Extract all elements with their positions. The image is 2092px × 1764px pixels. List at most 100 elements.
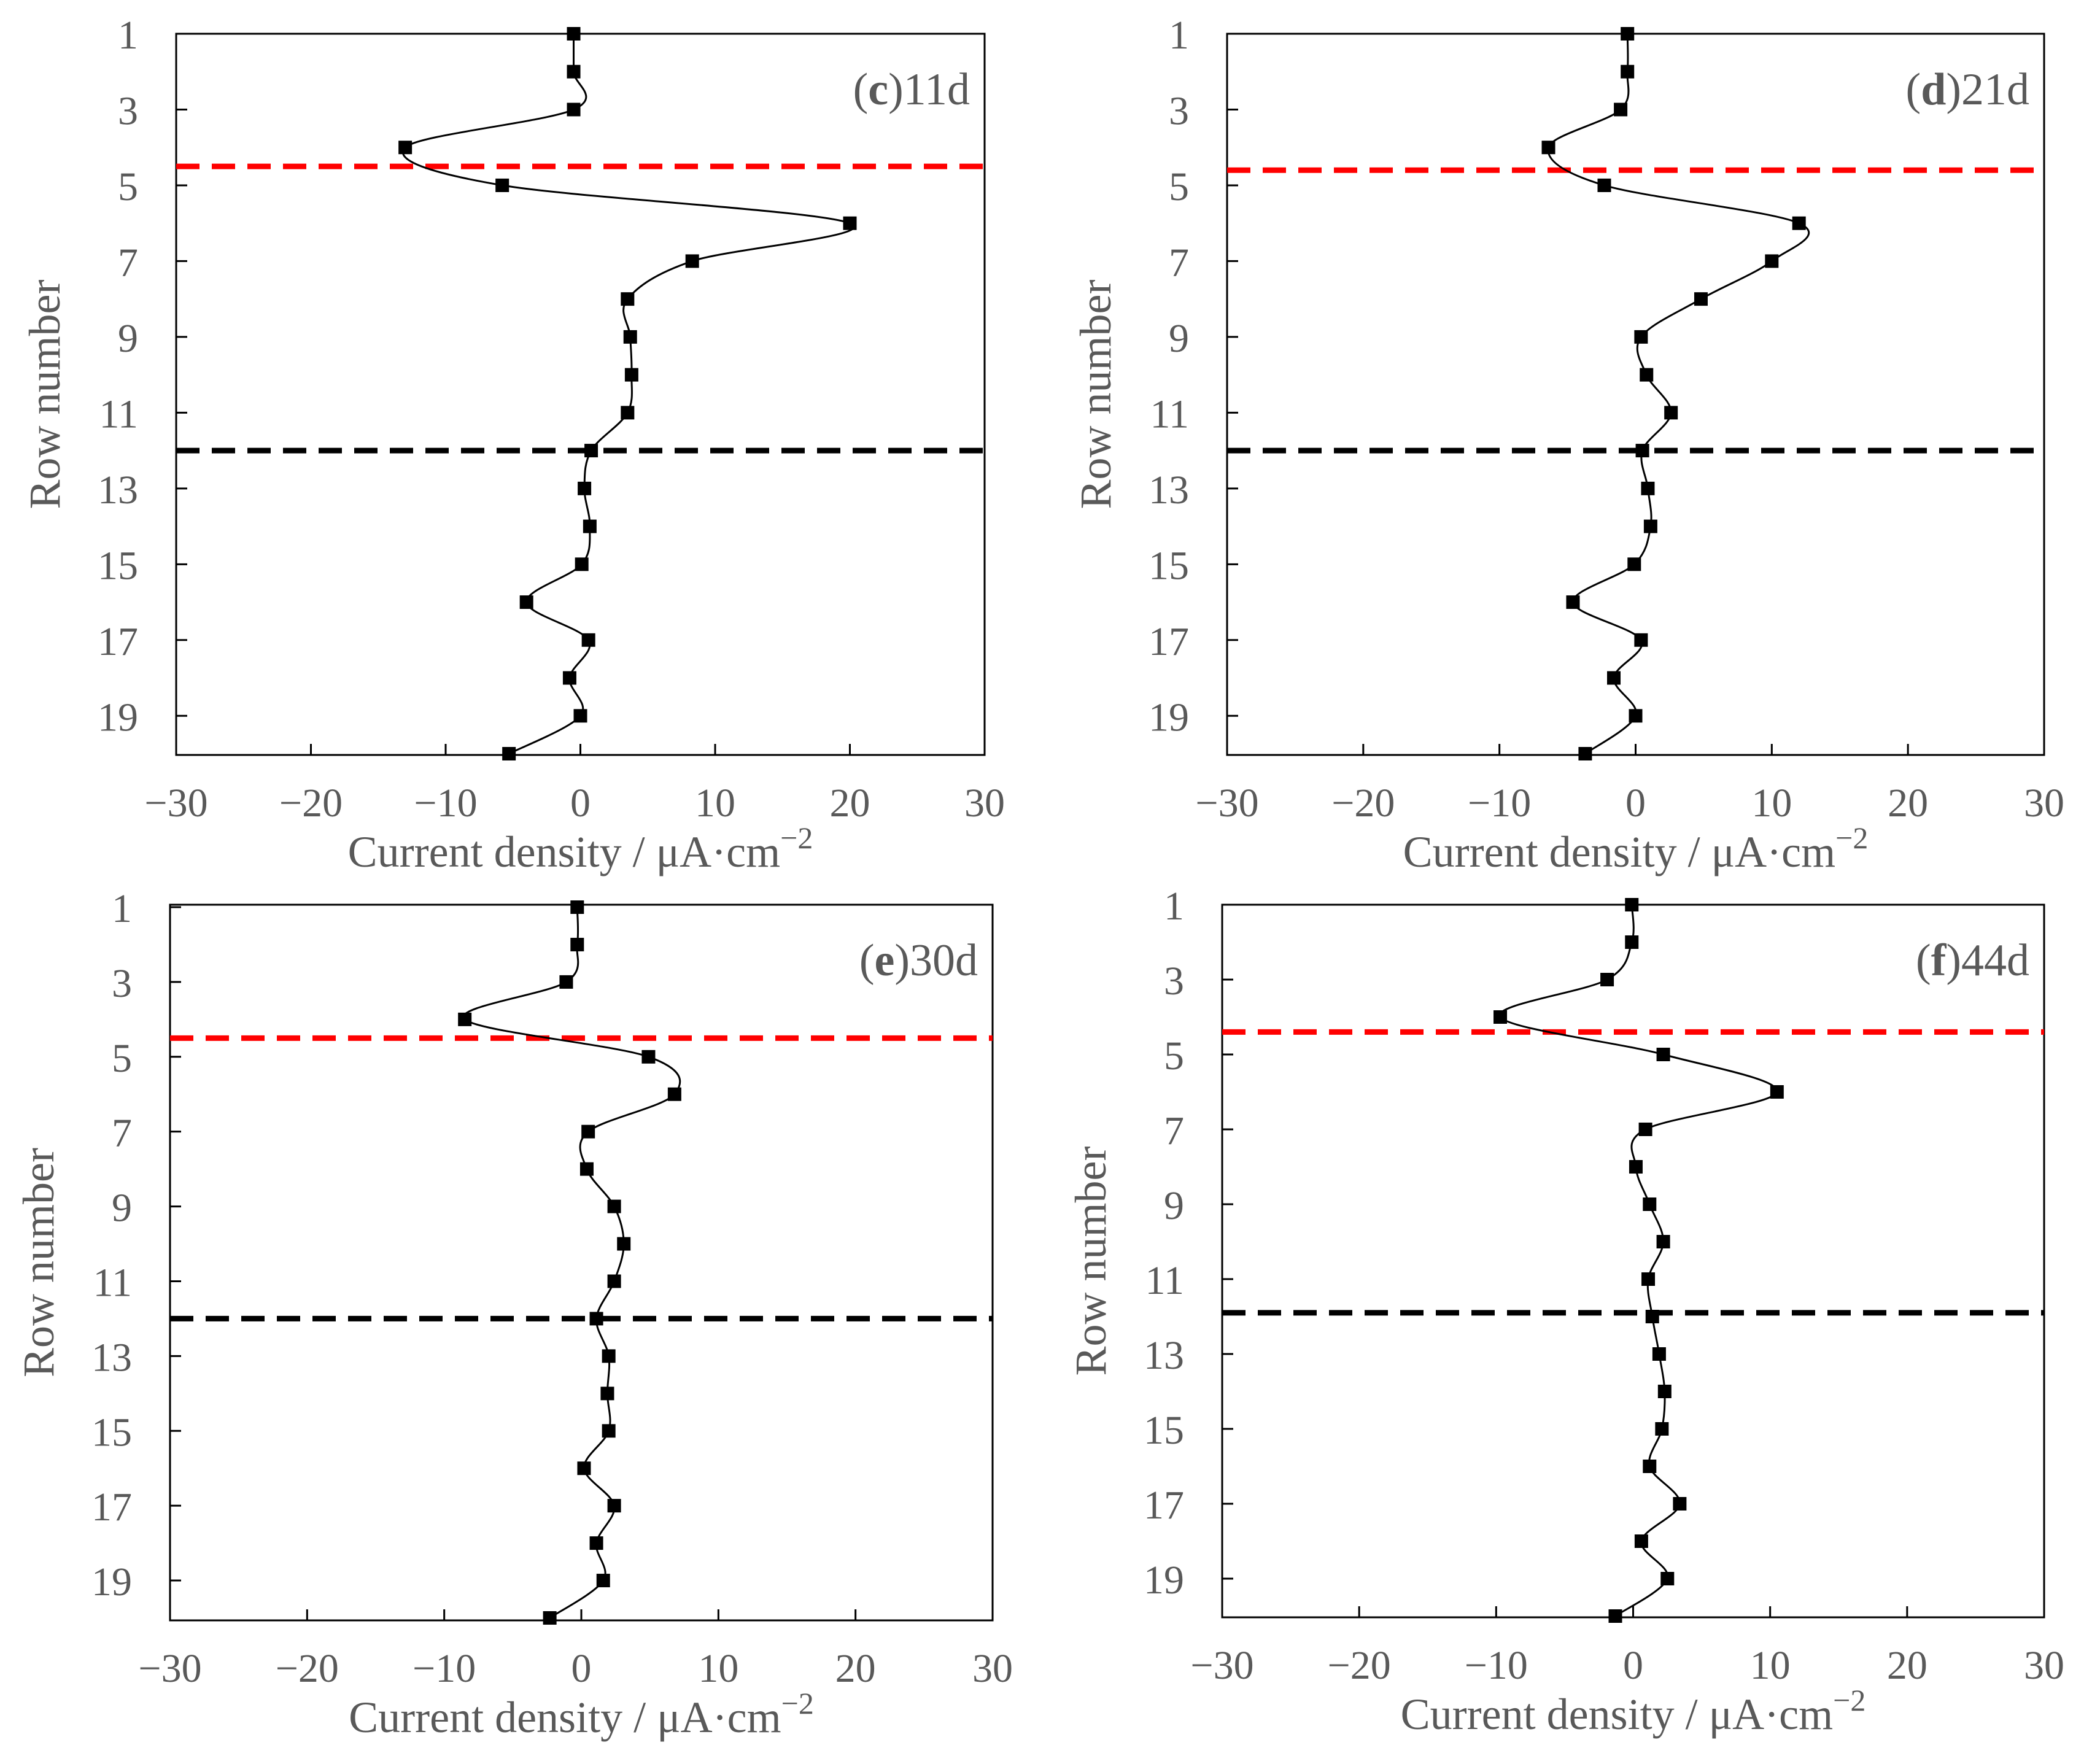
- y-tick-label: 9: [1164, 1183, 1184, 1228]
- data-point: [1656, 1235, 1670, 1248]
- data-point: [1607, 671, 1621, 685]
- y-tick-label: 11: [93, 1260, 132, 1305]
- data-point: [578, 481, 592, 495]
- data-point: [1541, 141, 1555, 155]
- y-axis-label: Row number: [14, 1148, 63, 1377]
- data-point: [1770, 1085, 1784, 1099]
- x-tick-label: 10: [1751, 781, 1792, 826]
- data-point: [621, 292, 635, 306]
- data-point: [623, 330, 637, 344]
- x-tick-label: −10: [1468, 781, 1531, 826]
- data-point: [398, 141, 413, 155]
- y-tick-label: 7: [118, 240, 138, 285]
- data-point: [581, 1124, 595, 1139]
- x-tick-label: −10: [414, 781, 477, 826]
- data-point: [1643, 1460, 1657, 1473]
- data-point: [1621, 27, 1635, 41]
- y-tick-label: 13: [1144, 1333, 1184, 1378]
- y-tick-label: 9: [1169, 316, 1189, 361]
- y-tick-label: 15: [98, 543, 138, 588]
- data-point: [624, 368, 638, 382]
- y-tick-label: 11: [99, 392, 138, 436]
- panel-c: −30 −20 −10 0 10 20 30135791113151719(c)11dCur…: [20, 13, 1005, 876]
- y-tick-label: 7: [112, 1111, 132, 1156]
- data-point: [581, 633, 595, 647]
- y-tick-label: 13: [1149, 468, 1189, 513]
- y-tick-label: 11: [1145, 1258, 1184, 1303]
- data-point: [577, 1461, 591, 1476]
- y-tick-label: 19: [91, 1560, 132, 1604]
- data-point: [458, 1012, 472, 1026]
- x-tick-label: −30: [138, 1646, 201, 1691]
- y-tick-label: 5: [112, 1036, 132, 1081]
- data-point: [573, 709, 587, 723]
- data-point: [1566, 595, 1580, 609]
- data-point: [1600, 973, 1614, 986]
- y-tick-label: 15: [91, 1410, 132, 1455]
- series-line: [401, 34, 855, 755]
- x-tick-label: 0: [1623, 1643, 1643, 1688]
- data-point: [607, 1199, 621, 1213]
- data-point: [600, 1387, 614, 1401]
- y-tick-label: 1: [112, 886, 132, 931]
- data-point: [1634, 1534, 1648, 1548]
- plot-frame: [1221, 903, 2045, 1619]
- y-axis-label: Row number: [1071, 280, 1120, 509]
- y-tick-label: 5: [1164, 1034, 1184, 1078]
- data-point: [1627, 557, 1641, 571]
- y-tick-label: 7: [1169, 240, 1189, 285]
- x-tick-label: 20: [835, 1646, 876, 1691]
- data-point: [1664, 406, 1678, 420]
- data-point: [1625, 935, 1639, 949]
- x-tick-label: 0: [571, 1646, 592, 1691]
- data-point: [589, 1536, 603, 1550]
- y-tick-label: 5: [118, 164, 138, 209]
- panel-title: (f)44d: [1916, 935, 2029, 986]
- x-tick-label: 30: [2024, 1643, 2064, 1688]
- panel-e: −30 −20 −10 0 10 20 30135791113151719(e)30dCur…: [14, 886, 1013, 1742]
- data-point: [1660, 1572, 1675, 1585]
- data-point: [567, 27, 581, 41]
- data-point: [495, 178, 509, 192]
- data-point: [567, 103, 581, 117]
- data-point: [1792, 216, 1806, 230]
- series-line: [1498, 904, 1778, 1617]
- y-tick-label: 15: [1144, 1408, 1184, 1453]
- y-tick-label: 3: [1169, 88, 1189, 133]
- data-point: [1645, 1310, 1659, 1323]
- x-tick-label: 10: [698, 1646, 738, 1691]
- data-point: [1608, 1609, 1622, 1623]
- x-tick-label: 20: [1887, 1643, 1927, 1688]
- y-tick-label: 1: [1169, 13, 1189, 58]
- panel-title: (d)21d: [1906, 64, 2029, 115]
- data-point: [602, 1349, 616, 1363]
- data-point: [685, 254, 699, 268]
- data-point: [570, 937, 584, 951]
- y-tick-label: 17: [98, 619, 138, 664]
- data-point: [584, 444, 599, 458]
- data-point: [1634, 330, 1648, 344]
- data-point: [1694, 292, 1708, 306]
- x-tick-label: 0: [570, 781, 591, 826]
- x-tick-label: −20: [1331, 781, 1395, 826]
- x-tick-label: −20: [276, 1646, 339, 1691]
- x-tick-label: −10: [413, 1646, 476, 1691]
- data-point: [1657, 1385, 1672, 1398]
- data-point: [570, 900, 584, 914]
- data-point: [1614, 103, 1628, 117]
- panel-d: −30 −20 −10 0 10 20 30135791113151719(d)21dCur…: [1071, 13, 2064, 876]
- x-tick-label: 20: [1888, 781, 1928, 826]
- y-tick-label: 3: [1164, 959, 1184, 1004]
- panel-title: (c)11d: [853, 64, 970, 115]
- data-point: [607, 1274, 621, 1288]
- plot-frame: [175, 33, 986, 756]
- x-tick-label: −30: [1195, 781, 1258, 826]
- data-point: [1641, 481, 1655, 495]
- data-point: [1638, 1123, 1652, 1136]
- data-point: [617, 1237, 631, 1251]
- y-tick-label: 9: [118, 316, 138, 361]
- y-axis-label: Row number: [20, 280, 69, 509]
- data-point: [1765, 254, 1779, 268]
- data-point: [562, 671, 576, 685]
- x-tick-label: 0: [1625, 781, 1646, 826]
